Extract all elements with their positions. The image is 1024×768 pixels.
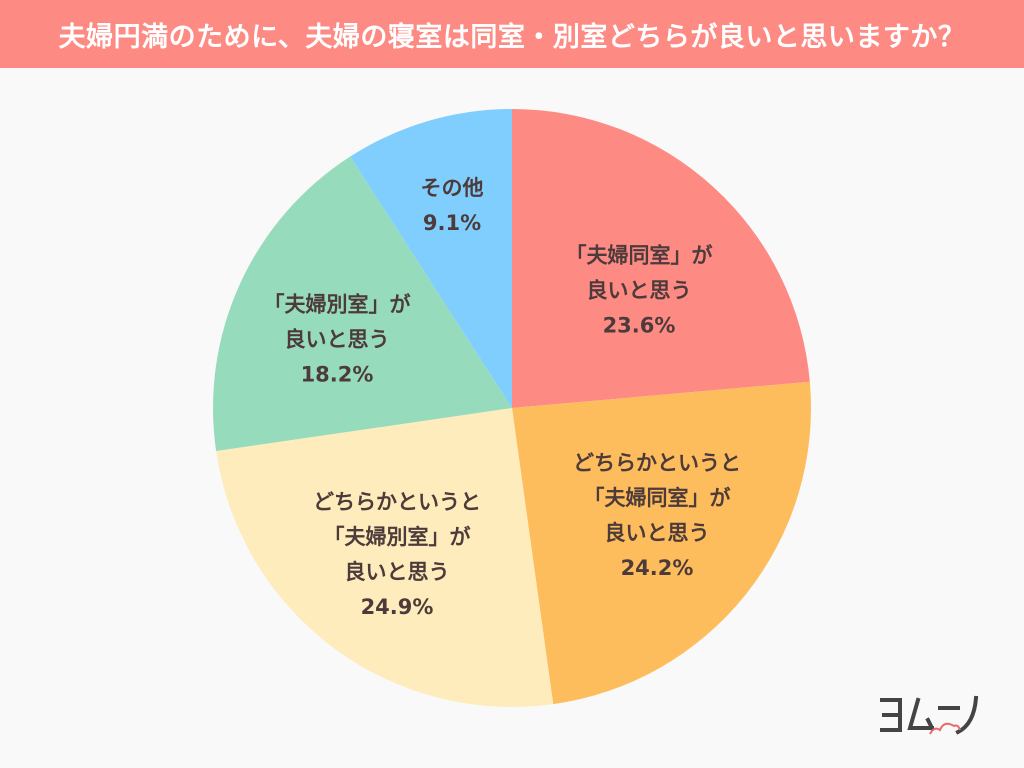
label-line: 良いと思う: [604, 521, 710, 545]
label-line: どちらかというと: [573, 451, 741, 475]
label-percent: 24.2%: [620, 556, 694, 580]
label-percent: 18.2%: [300, 362, 374, 387]
chart-title: 夫婦円満のために、夫婦の寝室は同室・別室どちらが良いと思いますか？: [58, 21, 966, 53]
slice-label-separate-room: 「夫婦別室」が 良いと思う 18.2%: [264, 288, 411, 393]
label-line: 良いと思う: [344, 560, 450, 584]
label-percent: 24.9%: [360, 595, 434, 619]
label-line: 「夫婦同室」が: [565, 243, 713, 268]
slice-label-other: その他 9.1%: [421, 171, 484, 241]
svg-text:ヨムーノ: ヨムーノ: [878, 694, 882, 695]
pie-slice: [512, 109, 810, 408]
title-bar: 夫婦円満のために、夫婦の寝室は同室・別室どちらが良いと思いますか？: [0, 0, 1024, 68]
pie-chart: 「夫婦同室」が 良いと思う 23.6% どちらかというと 「夫婦同室」が 良いと…: [0, 68, 1024, 768]
label-line: 良いと思う: [586, 278, 692, 303]
label-line: どちらかというと: [313, 490, 481, 514]
label-line: 「夫婦別室」が: [263, 292, 411, 317]
slice-label-same-room: 「夫婦同室」が 良いと思う 23.6%: [566, 239, 713, 344]
yomuno-logo: ヨムーノ: [878, 694, 988, 744]
label-line: 「夫婦別室」が: [323, 525, 471, 549]
label-line: 「夫婦同室」が: [583, 486, 731, 510]
pie-slice: [213, 156, 512, 452]
slice-label-rather-separate-room: どちらかというと 「夫婦別室」が 良いと思う 24.9%: [313, 485, 481, 625]
label-percent: 9.1%: [422, 211, 482, 235]
label-line: 良いと思う: [284, 327, 390, 352]
label-percent: 23.6%: [602, 313, 676, 338]
pie-slice: [216, 408, 554, 707]
pie-slice: [350, 109, 512, 408]
pie-chart-svg: [213, 109, 811, 707]
label-line: その他: [420, 176, 484, 200]
pie-slice: [512, 381, 811, 705]
logo-icon: ヨムーノ: [878, 694, 979, 735]
slice-label-rather-same-room: どちらかというと 「夫婦同室」が 良いと思う 24.2%: [573, 446, 741, 586]
